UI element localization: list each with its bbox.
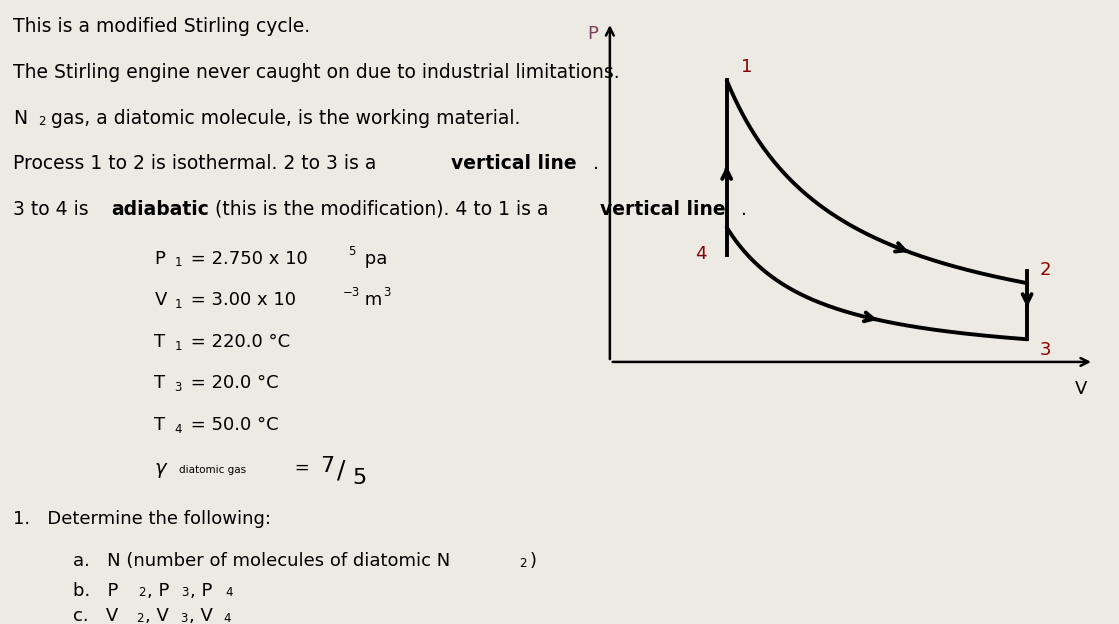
Text: 3 to 4 is: 3 to 4 is [13,200,95,218]
Text: vertical line: vertical line [600,200,725,218]
Text: P: P [154,250,166,268]
Text: 4: 4 [175,423,182,436]
Text: /: / [337,459,345,482]
Text: 4: 4 [695,245,707,263]
Text: 1: 1 [175,298,182,311]
Text: , V: , V [189,607,213,624]
Text: c.   V: c. V [73,607,117,624]
Text: 4: 4 [225,586,233,599]
Text: =: = [289,459,316,477]
Text: 3: 3 [383,286,391,300]
Text: 2: 2 [138,586,145,599]
Text: T: T [154,374,166,392]
Text: N: N [13,109,28,127]
Text: , V: , V [145,607,169,624]
Text: 1: 1 [175,256,182,270]
Text: , P: , P [147,582,169,600]
Text: 3: 3 [180,612,188,624]
Text: 5: 5 [352,468,367,488]
Text: = 20.0 °C: = 20.0 °C [185,374,279,392]
Text: b.   P: b. P [73,582,119,600]
Text: Process 1 to 2 is isothermal. 2 to 3 is a: Process 1 to 2 is isothermal. 2 to 3 is … [13,154,383,173]
Text: 1.   Determine the following:: 1. Determine the following: [13,510,272,528]
Text: −3: −3 [342,286,359,300]
Text: 2: 2 [137,612,144,624]
Text: (this is the modification). 4 to 1 is a: (this is the modification). 4 to 1 is a [209,200,555,218]
Text: 2: 2 [38,115,46,128]
Text: gas, a diatomic molecule, is the working material.: gas, a diatomic molecule, is the working… [45,109,520,127]
Text: , P: , P [190,582,213,600]
Text: V: V [1075,380,1088,397]
Text: 4: 4 [224,612,232,624]
Text: = 2.750 x 10: = 2.750 x 10 [185,250,308,268]
Text: m: m [359,291,383,310]
Text: 2: 2 [519,557,527,570]
Text: 1: 1 [741,57,753,76]
Text: diatomic gas: diatomic gas [179,465,246,475]
Text: T: T [154,416,166,434]
Text: ): ) [529,552,536,570]
Text: 5: 5 [348,245,356,258]
Text: This is a modified Stirling cycle.: This is a modified Stirling cycle. [13,17,311,36]
Text: 2: 2 [1040,261,1051,279]
Text: γ: γ [154,459,166,477]
Text: 1: 1 [175,340,182,353]
Text: T: T [154,333,166,351]
Text: = 220.0 °C: = 220.0 °C [185,333,290,351]
Text: P: P [587,26,599,44]
Text: adiabatic: adiabatic [111,200,208,218]
Text: 3: 3 [181,586,189,599]
Text: vertical line: vertical line [451,154,576,173]
Text: V: V [154,291,167,310]
Text: = 3.00 x 10: = 3.00 x 10 [185,291,295,310]
Text: a.   N (number of molecules of diatomic N: a. N (number of molecules of diatomic N [73,552,450,570]
Text: 3: 3 [175,381,182,394]
Text: The Stirling engine never caught on due to industrial limitations.: The Stirling engine never caught on due … [13,63,620,82]
Text: = 50.0 °C: = 50.0 °C [185,416,279,434]
Text: .: . [741,200,746,218]
Text: .: . [593,154,599,173]
Text: pa: pa [359,250,387,268]
Text: 3: 3 [1040,341,1051,359]
Text: 7: 7 [320,456,335,475]
